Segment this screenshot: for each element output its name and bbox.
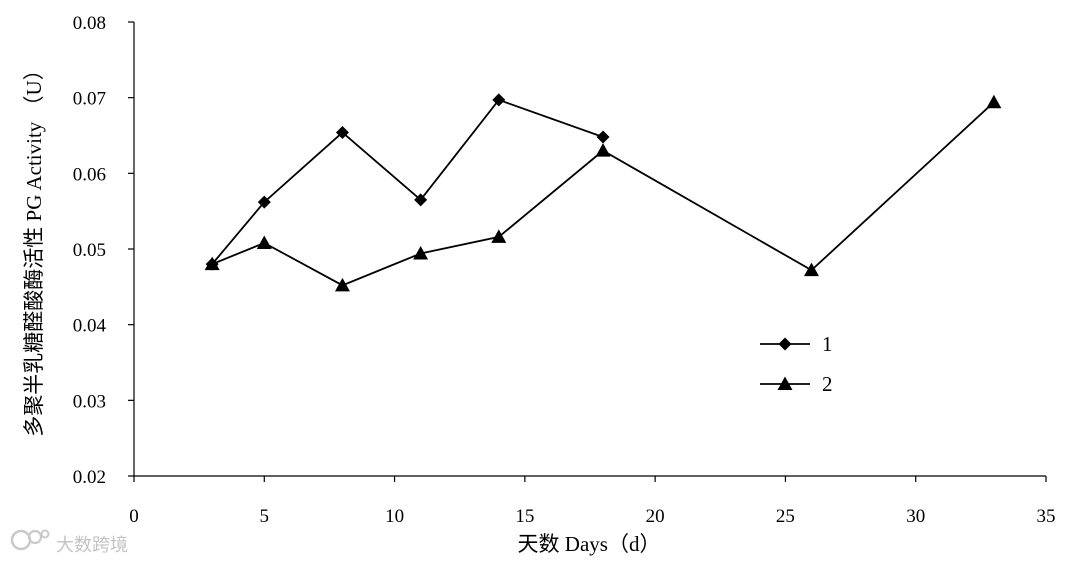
legend-label-1: 1 (822, 332, 833, 356)
legend-label-2: 2 (822, 372, 833, 396)
legend: 12 (760, 332, 833, 396)
y-tick-label: 0.07 (73, 89, 106, 110)
x-tick-label: 15 (515, 506, 534, 527)
x-tick-label: 20 (646, 506, 665, 527)
y-tick-label: 0.03 (73, 391, 106, 412)
watermark-text: 大数跨境 (56, 535, 128, 556)
y-tick-label: 0.08 (73, 13, 106, 34)
legend-marker-2 (777, 376, 793, 390)
series-1-point (257, 195, 271, 209)
y-tick-label: 0.02 (73, 467, 106, 488)
y-axis-title: 多聚半乳糖醛酸酶活性 PG Activity （U） (22, 59, 46, 436)
series-1-point (492, 93, 506, 107)
series-2-point (986, 94, 1002, 109)
series-1-point (414, 193, 428, 207)
x-tick-label: 30 (906, 506, 925, 527)
axes: 0.02 0.03 0.04 0.05 0.06 0.07 0.08 0 5 10 15 20 25 30… (73, 13, 1056, 527)
series-2 (204, 94, 1002, 292)
series-2-point (491, 229, 507, 243)
series-1-point (335, 125, 349, 139)
series-2-point (413, 246, 429, 260)
series-2-point (204, 256, 220, 271)
y-tick-label: 0.06 (73, 164, 106, 185)
series-1-line (211, 98, 604, 265)
y-tick-label: 0.04 (73, 316, 107, 337)
x-tick-label: 25 (776, 506, 795, 527)
watermark: 大数跨境 (10, 529, 128, 556)
x-tick-label: 10 (385, 506, 404, 527)
x-axis-title: 天数 Days（d） (518, 532, 661, 556)
legend-marker-1 (778, 337, 792, 351)
x-tick-label: 35 (1037, 506, 1056, 527)
x-tick-label: 0 (129, 506, 139, 527)
series-2-point (595, 143, 611, 157)
series-2-point (803, 262, 819, 277)
series-layer (204, 93, 1002, 292)
series-2-point (256, 235, 272, 249)
x-tick-label: 5 (260, 506, 270, 527)
series-1-point (596, 130, 610, 144)
y-tick-label: 0.05 (73, 240, 106, 261)
brand-logo-icon (10, 529, 50, 551)
series-2-line (211, 101, 995, 287)
series-2-point (334, 277, 350, 292)
